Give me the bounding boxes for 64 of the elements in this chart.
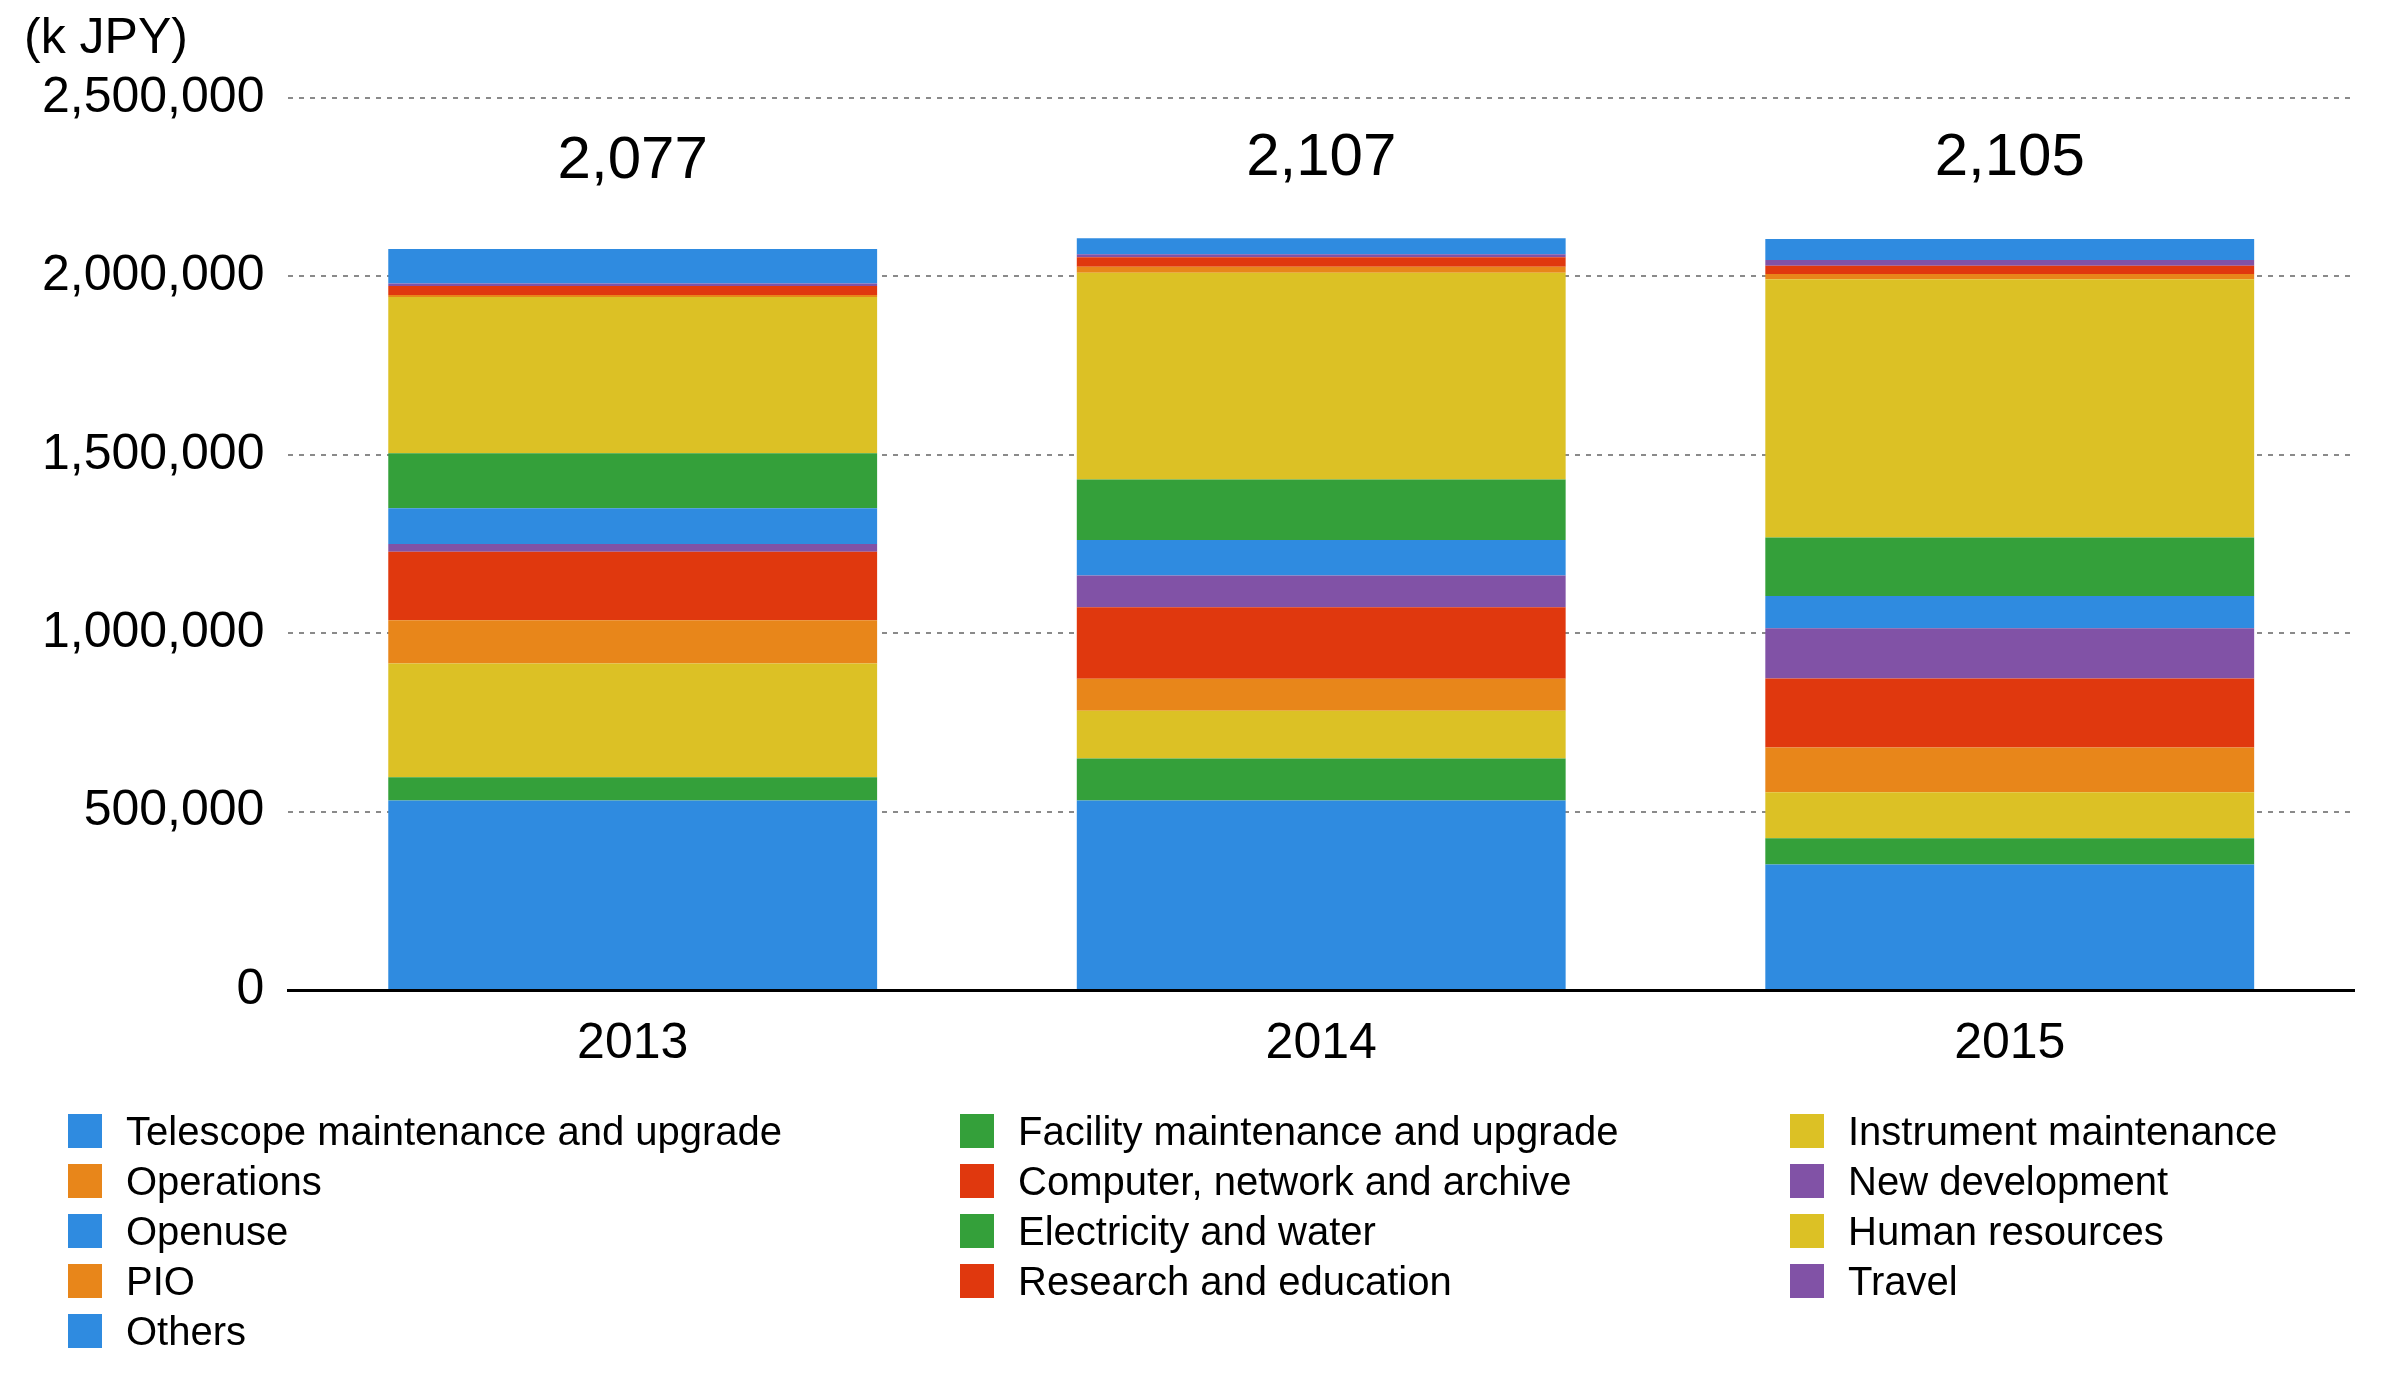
legend-label: Computer, network and archive [1018, 1158, 1572, 1204]
bar [388, 286, 878, 295]
bar [388, 294, 878, 298]
annotation: 2,107 [1246, 120, 1397, 188]
bar [1765, 238, 2255, 260]
legend-label: Travel [1848, 1258, 1958, 1304]
legend-label: Telescope maintenance and upgrade [126, 1108, 783, 1154]
bar [388, 620, 878, 664]
bar [388, 551, 878, 621]
bar [1765, 265, 2255, 274]
x-tick-label: 2013 [577, 1012, 689, 1069]
legend-label: Instrument maintenance [1848, 1108, 2278, 1154]
bar [1765, 537, 2255, 597]
bar [388, 800, 878, 989]
bar [1765, 678, 2255, 748]
bar [1076, 678, 1566, 711]
bar [1076, 254, 1566, 258]
legend-label: Others [126, 1308, 247, 1354]
legend-label: New development [1848, 1158, 2169, 1204]
bar [1765, 628, 2255, 679]
bar [1076, 238, 1566, 255]
bar [1765, 864, 2255, 989]
bar [388, 453, 878, 509]
bar [1076, 540, 1566, 576]
bar [1765, 259, 2255, 266]
bar [1765, 279, 2255, 538]
bar [1765, 792, 2255, 839]
bar [388, 544, 878, 552]
bar [1765, 838, 2255, 865]
y-tick-label: 500,000 [83, 780, 265, 837]
bar [1076, 479, 1566, 541]
bar [388, 663, 878, 778]
bar [388, 508, 878, 544]
legend-label: Openuse [126, 1208, 289, 1254]
bar [1076, 710, 1566, 759]
bar [1076, 575, 1566, 608]
bar [1765, 273, 2255, 280]
bar [1076, 266, 1566, 273]
bar [388, 777, 878, 801]
y-tick-label: 1,000,000 [42, 601, 265, 658]
bar [388, 248, 878, 284]
annotation: 2,105 [1934, 120, 2085, 188]
legend-label: Operations [126, 1158, 322, 1204]
legend-label: Research and education [1018, 1258, 1452, 1304]
bar [1076, 800, 1566, 989]
y-tick-label: 1,500,000 [42, 423, 265, 480]
y-tick-label: 0 [236, 958, 265, 1015]
bar [1076, 758, 1566, 801]
legend-label: PIO [126, 1258, 195, 1304]
x-tick-label: 2015 [1954, 1012, 2066, 1069]
bar [1765, 747, 2255, 793]
legend-label: Electricity and water [1018, 1208, 1376, 1254]
legend-label: Human resources [1848, 1208, 2164, 1254]
legend-label: Facility maintenance and upgrade [1018, 1108, 1619, 1154]
bar [388, 297, 878, 454]
bar [1076, 607, 1566, 679]
y-axis-title: (k JPY) [24, 7, 188, 64]
y-tick-label: 2,000,000 [42, 245, 265, 302]
x-tick-label: 2014 [1265, 1012, 1377, 1069]
annotation: 2,077 [557, 123, 708, 191]
bar [1076, 257, 1566, 267]
bar [1076, 272, 1566, 480]
bar [1765, 596, 2255, 629]
y-tick-label: 2,500,000 [42, 66, 265, 123]
